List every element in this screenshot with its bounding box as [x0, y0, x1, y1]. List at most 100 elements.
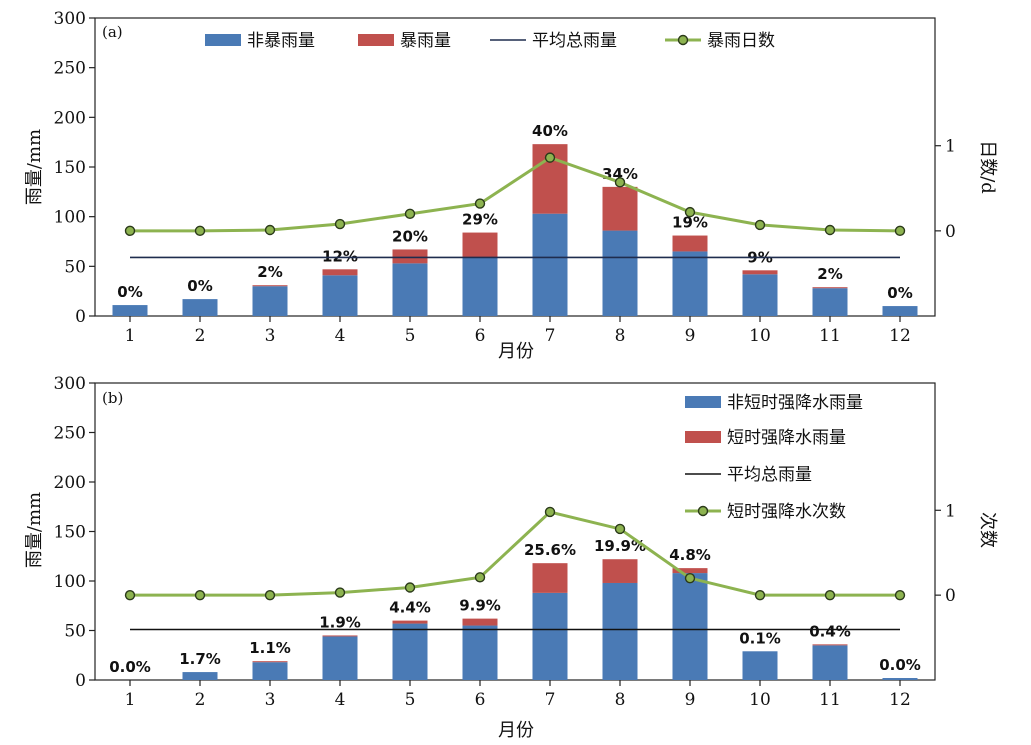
- bar-top-9: [672, 235, 708, 252]
- y2-axis-label-a: 日数/d: [977, 140, 998, 194]
- bar-top-11: [812, 644, 848, 646]
- x-tick-label: 8: [615, 326, 626, 346]
- y2-tick-label: 1: [945, 137, 956, 157]
- legend-label-2: 平均总雨量: [532, 31, 617, 51]
- legend-label-3: 短时强降水次数: [727, 502, 846, 522]
- count-point: [124, 589, 136, 601]
- bar-base-6: [462, 625, 498, 680]
- count-point: [264, 589, 276, 601]
- x-axis-label-b: 月份: [498, 720, 534, 741]
- count-point: [894, 589, 906, 601]
- x-tick-label: 11: [819, 690, 841, 710]
- bar-base-3: [252, 286, 288, 316]
- x-tick-label: 1: [125, 326, 136, 346]
- bar-pct-label: 0%: [117, 283, 142, 301]
- x-tick-label: 6: [475, 326, 486, 346]
- x-tick-label: 9: [685, 326, 696, 346]
- legend-label-1: 短时强降水雨量: [727, 428, 846, 448]
- count-point: [824, 589, 836, 601]
- y-tick-label: 50: [64, 257, 86, 277]
- bar-top-9: [672, 568, 708, 574]
- bar-pct-label: 1.9%: [319, 613, 361, 631]
- y-tick-label: 300: [54, 374, 86, 394]
- y-tick-label: 150: [54, 523, 86, 543]
- x-tick-label: 4: [335, 690, 346, 710]
- x-tick-label: 12: [889, 690, 911, 710]
- count-point: [474, 198, 486, 209]
- y-tick-label: 100: [54, 572, 86, 592]
- bar-top-3: [252, 285, 288, 287]
- bar-pct-label: 2%: [817, 265, 842, 283]
- x-tick-label: 1: [125, 690, 136, 710]
- bar-pct-label: 0.4%: [809, 622, 851, 640]
- bar-pct-label: 0.0%: [879, 656, 921, 674]
- legend-swatch-0: [685, 396, 721, 408]
- y-axis-label-b: 雨量/mm: [24, 492, 45, 568]
- bar-top-10: [742, 270, 778, 275]
- bar-top-11: [812, 287, 848, 289]
- count-point: [824, 224, 836, 236]
- bar-top-8: [602, 559, 638, 583]
- legend-label-0: 非短时强降水雨量: [727, 393, 863, 413]
- y-tick-label: 250: [54, 424, 86, 444]
- y-tick-label: 250: [54, 59, 86, 79]
- bar-base-11: [812, 288, 848, 316]
- count-point: [334, 587, 346, 598]
- count-point: [474, 572, 486, 583]
- y2-tick-label: 0: [945, 222, 956, 242]
- count-point: [194, 225, 206, 237]
- bar-base-1: [112, 305, 148, 316]
- bar-pct-label: 0%: [887, 284, 912, 302]
- y-tick-label: 150: [54, 158, 86, 178]
- bar-top-5: [392, 249, 428, 264]
- x-tick-label: 2: [195, 326, 206, 346]
- bar-base-12: [882, 306, 918, 316]
- legend-label-1: 暴雨量: [400, 31, 451, 51]
- x-tick-label: 6: [475, 690, 486, 710]
- bar-pct-label: 0%: [187, 277, 212, 295]
- legend-swatch-0: [205, 34, 241, 46]
- count-point: [684, 206, 696, 218]
- bar-pct-label: 29%: [462, 211, 498, 229]
- y-tick-label: 300: [54, 9, 86, 29]
- bar-pct-label: 19%: [672, 214, 708, 232]
- bar-base-4: [322, 636, 358, 680]
- bar-pct-label: 12%: [322, 247, 358, 265]
- x-tick-label: 12: [889, 326, 911, 346]
- bar-pct-label: 20%: [392, 227, 428, 245]
- bar-pct-label: 0.0%: [109, 658, 151, 676]
- bar-base-8: [602, 230, 638, 316]
- x-tick-label: 4: [335, 326, 346, 346]
- x-axis-label-a: 月份: [498, 341, 534, 362]
- x-tick-label: 10: [749, 326, 771, 346]
- bar-base-5: [392, 263, 428, 316]
- count-point: [404, 208, 416, 220]
- bar-pct-label: 1.1%: [249, 639, 291, 657]
- bar-pct-label: 0.1%: [739, 629, 781, 647]
- x-tick-label: 7: [545, 690, 556, 710]
- plot-frame: [94, 17, 936, 317]
- count-point: [334, 218, 346, 230]
- legend-marker: [697, 505, 709, 517]
- count-point: [754, 219, 766, 231]
- bar-pct-label: 2%: [257, 263, 282, 281]
- legend-label-3: 暴雨日数: [707, 31, 775, 51]
- bar-pct-label: 40%: [532, 122, 568, 140]
- bar-pct-label: 1.7%: [179, 650, 221, 668]
- bar-base-9: [672, 573, 708, 680]
- bar-top-7: [532, 563, 568, 593]
- x-tick-label: 10: [749, 690, 771, 710]
- bar-base-11: [812, 645, 848, 680]
- y-tick-label: 200: [54, 108, 86, 128]
- bar-base-12: [882, 678, 918, 680]
- bar-base-4: [322, 275, 358, 316]
- panel-label-b: (b): [102, 389, 123, 407]
- y2-axis-label-b: 次数: [977, 512, 998, 548]
- bar-base-10: [742, 274, 778, 316]
- y2-tick-label: 1: [945, 501, 956, 521]
- count-point: [754, 589, 766, 601]
- y-tick-label: 200: [54, 473, 86, 493]
- y-tick-label: 0: [75, 307, 86, 327]
